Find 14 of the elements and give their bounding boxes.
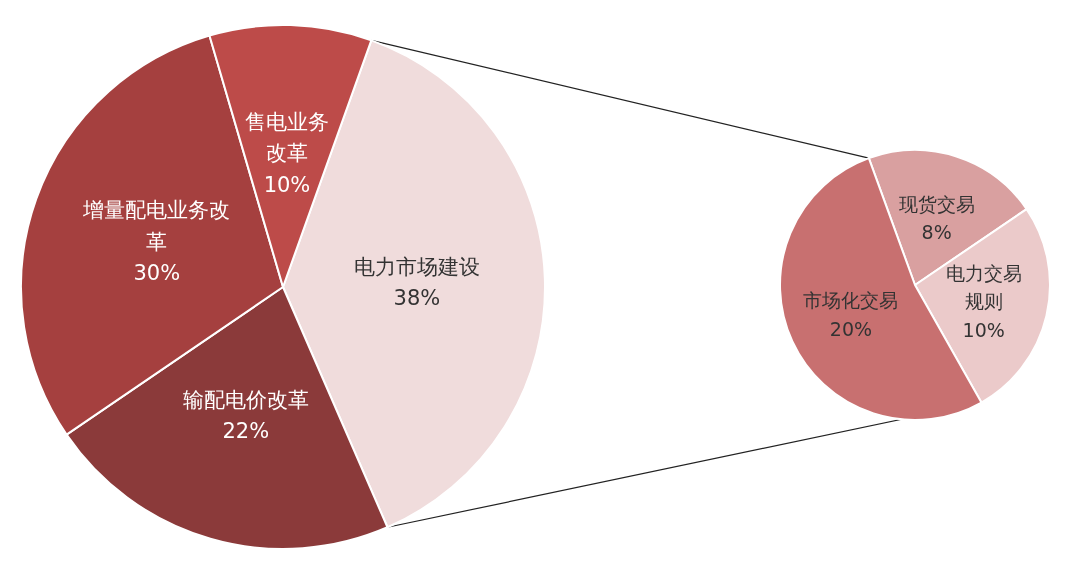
slice-label: 增量配电业务改革 <box>82 198 231 254</box>
data-label: 10% <box>263 172 311 197</box>
data-label: 20% <box>829 317 873 340</box>
slice-label: 售电业务改革 <box>244 109 329 166</box>
slice-label: 电力市场建设 <box>353 254 480 279</box>
data-label: 38% <box>393 286 441 311</box>
data-label: 30% <box>133 261 181 286</box>
slice-label: 市场化交易 <box>803 289 899 312</box>
data-label: 22% <box>222 419 270 444</box>
slice-label: 电力交易规则 <box>945 261 1022 313</box>
slice-label: 输配电价改革 <box>182 387 309 412</box>
data-label: 10% <box>962 318 1005 341</box>
data-label: 8% <box>921 221 952 244</box>
slice-label: 现货交易 <box>898 192 975 215</box>
